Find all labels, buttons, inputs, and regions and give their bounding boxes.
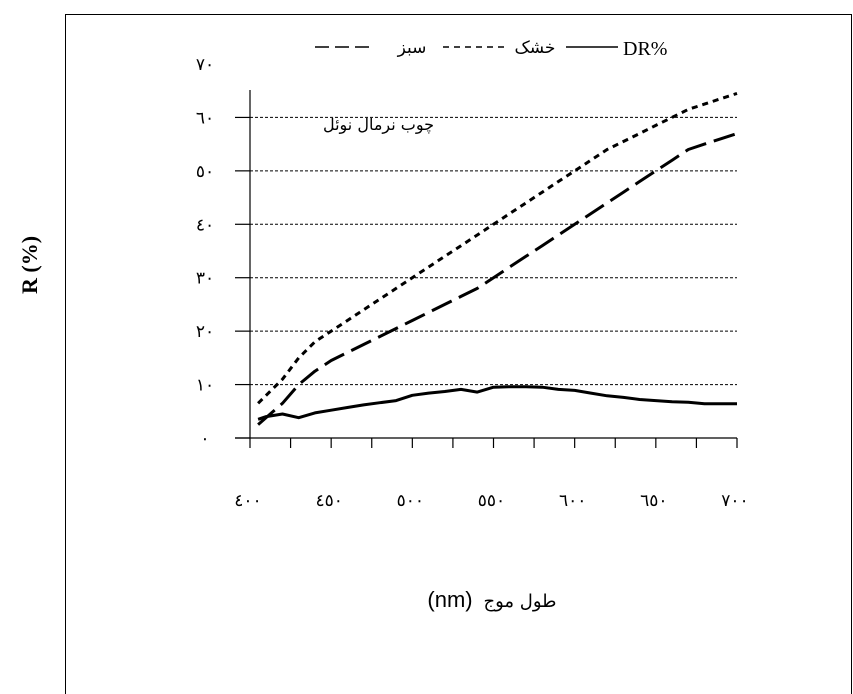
x-tick-label-600: ٦٠٠ [559, 491, 586, 511]
series-line-solid [257, 385, 737, 421]
y-axis-label: R (%) [17, 236, 42, 294]
legend-label-dry: خشک [515, 38, 556, 58]
grid-lines [250, 116, 737, 386]
y-tick-label-70: ٧٠ [196, 55, 214, 75]
y-tick-label-30: ٣٠ [196, 269, 214, 289]
y-tick-label-40: ٤٠ [196, 215, 214, 235]
x-axis-label: (nm) طول موج [427, 587, 556, 612]
x-tick-label-450: ٤٥٠ [315, 491, 342, 511]
reflectance-chart: ٠ ١٠ ٢٠ ٣٠ ٤٠ ٥٠ ٦٠ ٧٠ ٤٠٠ ٤٥٠ ٥٠٠ ٥٥٠ ٦٠٠ ٦٥٠ ٧٠٠ سب… [17, 38, 749, 612]
legend-label-dr: DR% [623, 38, 667, 60]
series-line-dashed [257, 91, 738, 405]
legend-label-green: سبز [397, 38, 427, 58]
x-tick-label-650: ٦٥٠ [640, 491, 667, 511]
x-axis-label-text: طول موج [484, 591, 557, 612]
y-tick-label-10: ١٠ [196, 376, 214, 396]
x-tick-labels: ٤٠٠ ٤٥٠ ٥٠٠ ٥٥٠ ٦٠٠ ٦٥٠ ٧٠٠ [234, 491, 748, 511]
x-tick-label-400: ٤٠٠ [234, 491, 261, 511]
x-axis-label-unit: (nm) [427, 587, 472, 612]
x-tick-label-700: ٧٠٠ [721, 491, 748, 511]
axes [235, 90, 738, 448]
chart-annotation: چوب نرمال نوئل [323, 115, 434, 135]
legend: سبز خشک DR% [315, 38, 667, 60]
x-tick-label-550: ٥٥٠ [478, 491, 505, 511]
y-tick-label-0: ٠ [200, 429, 209, 449]
series-lines [257, 91, 738, 426]
y-tick-label-50: ٥٠ [196, 162, 214, 182]
chart-frame [65, 14, 852, 694]
x-tick-label-500: ٥٠٠ [397, 491, 424, 511]
y-tick-labels: ٠ ١٠ ٢٠ ٣٠ ٤٠ ٥٠ ٦٠ ٧٠ [196, 55, 214, 449]
y-tick-label-60: ٦٠ [196, 108, 214, 128]
y-tick-label-20: ٢٠ [196, 322, 214, 342]
series-line-longdash [257, 132, 738, 426]
